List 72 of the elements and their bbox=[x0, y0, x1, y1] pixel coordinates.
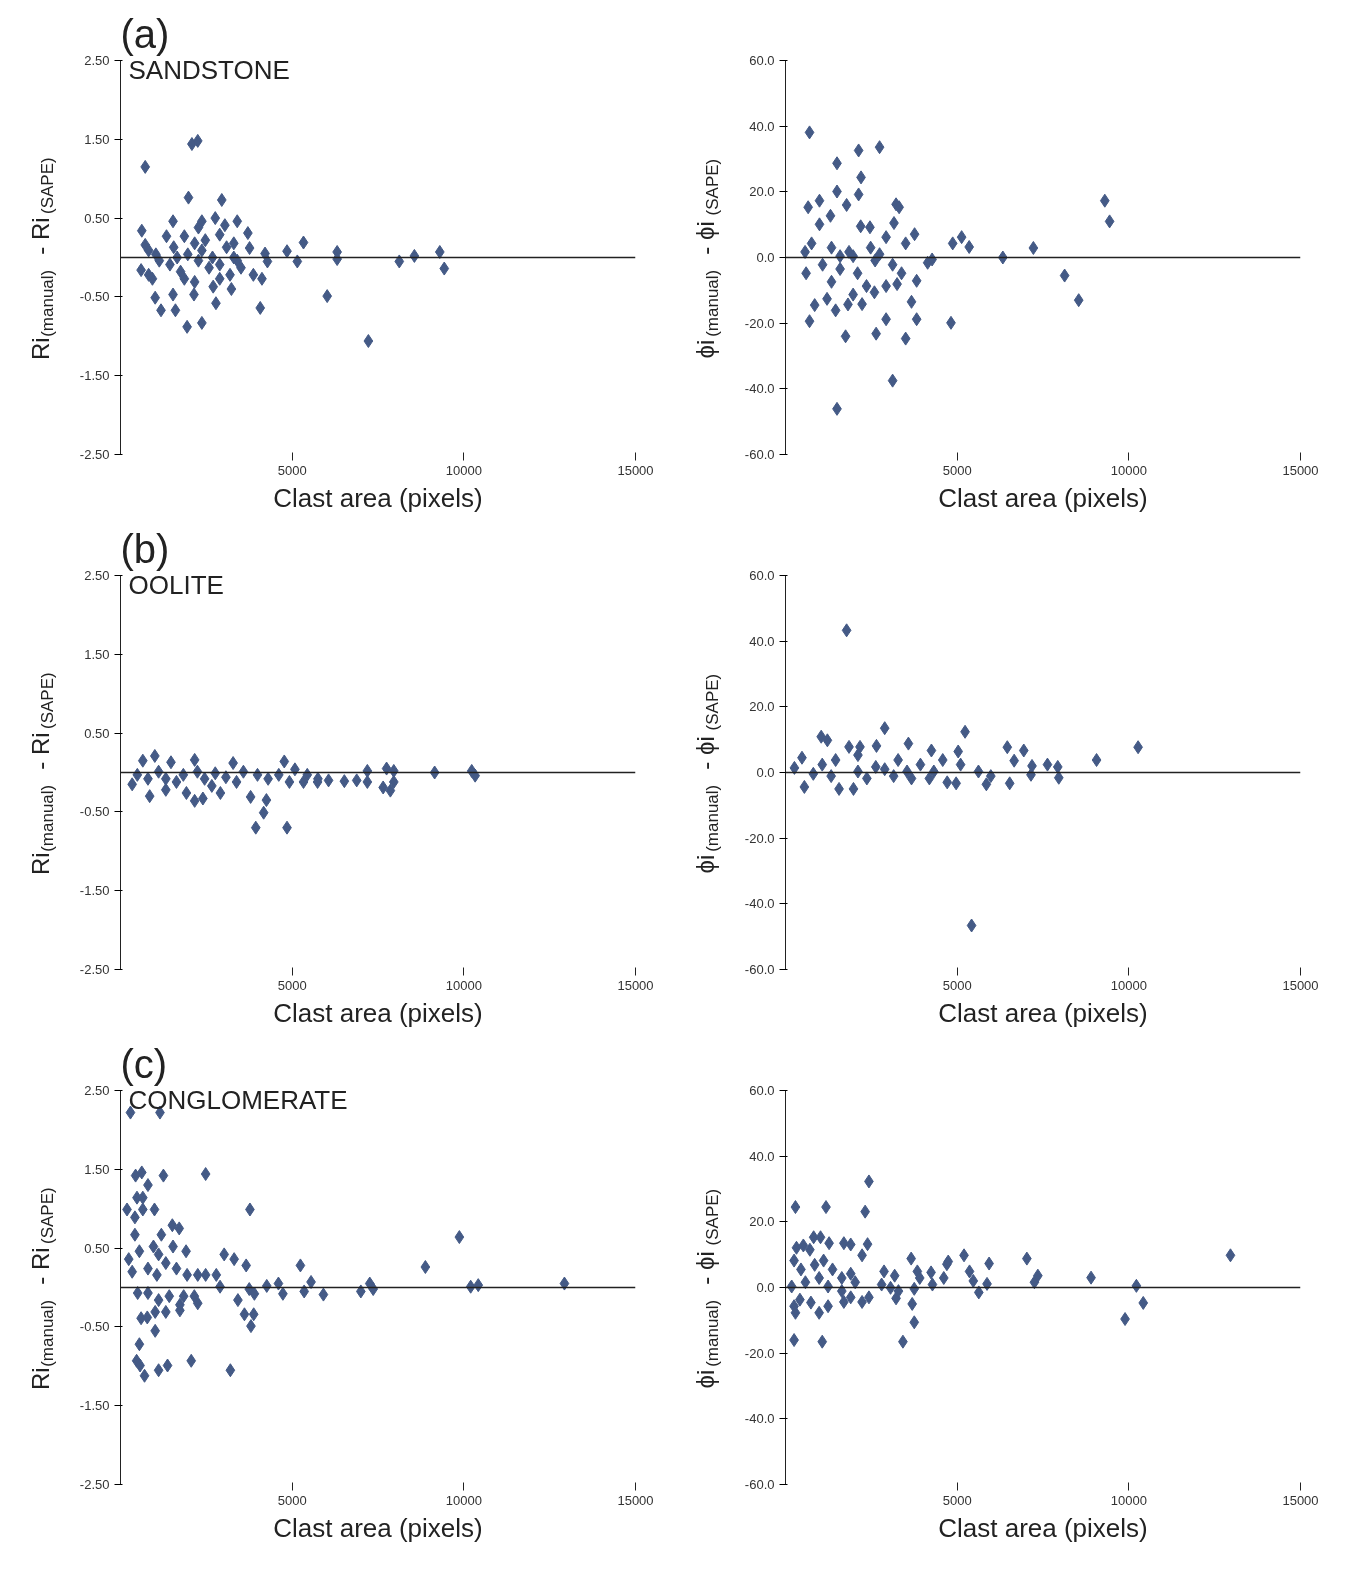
x-axis-title: Clast area (pixels) bbox=[273, 482, 483, 513]
x-tick-label: 15000 bbox=[1282, 462, 1319, 478]
x-axis-title: Clast area (pixels) bbox=[273, 1512, 483, 1543]
x-tick-label: 10000 bbox=[1110, 1492, 1147, 1508]
y-axis-title: Ri(manual) - Ri(SAPE) bbox=[27, 1187, 57, 1390]
y-tick-label: 2.50 bbox=[84, 568, 110, 583]
x-axis-title: Clast area (pixels) bbox=[938, 997, 1148, 1028]
y-tick-label: 60.0 bbox=[749, 53, 775, 68]
y-tick-label: -20.0 bbox=[744, 830, 775, 846]
y-tick-label: 60.0 bbox=[749, 1083, 775, 1098]
y-tick-label: -1.50 bbox=[79, 1398, 110, 1414]
y-tick-label: -60.0 bbox=[744, 1477, 775, 1492]
x-axis-title: Clast area (pixels) bbox=[938, 482, 1148, 513]
y-tick-label: -40.0 bbox=[744, 381, 775, 397]
x-tick-label: 15000 bbox=[1282, 1492, 1319, 1508]
y-tick-label: -2.50 bbox=[79, 1477, 110, 1492]
y-tick-label: 20.0 bbox=[749, 1214, 775, 1230]
y-tick-label: 0.0 bbox=[756, 250, 775, 265]
x-axis-title: Clast area (pixels) bbox=[938, 1512, 1148, 1543]
y-tick-label: 40.0 bbox=[749, 1148, 775, 1164]
y-tick-label: 0.0 bbox=[756, 765, 775, 780]
y-tick-label: -0.50 bbox=[79, 1319, 110, 1335]
y-tick-label: 0.50 bbox=[84, 210, 110, 226]
y-tick-label: 1.50 bbox=[84, 131, 110, 147]
x-tick-label: 10000 bbox=[1110, 462, 1147, 478]
y-tick-label: -2.50 bbox=[79, 447, 110, 462]
y-tick-label: -40.0 bbox=[744, 896, 775, 912]
x-tick-label: 5000 bbox=[942, 462, 972, 478]
x-tick-label: 15000 bbox=[617, 977, 654, 993]
y-tick-label: 60.0 bbox=[749, 568, 775, 583]
y-tick-label: 40.0 bbox=[749, 118, 775, 134]
x-tick-label: 10000 bbox=[445, 462, 482, 478]
y-tick-label: 1.50 bbox=[84, 646, 110, 662]
y-tick-label: -0.50 bbox=[79, 289, 110, 305]
x-tick-label: 5000 bbox=[942, 1492, 972, 1508]
y-axis-title: Ri(manual) - Ri(SAPE) bbox=[27, 672, 57, 875]
y-tick-label: -60.0 bbox=[744, 962, 775, 977]
chart-title: (c) bbox=[120, 1041, 168, 1086]
y-tick-label: -1.50 bbox=[79, 883, 110, 899]
x-tick-label: 5000 bbox=[277, 462, 307, 478]
chart-title: (a) bbox=[120, 11, 170, 56]
y-axis-title: ϕi(manual) - ϕi(SAPE) bbox=[692, 1188, 722, 1389]
y-tick-label: -20.0 bbox=[744, 1345, 775, 1361]
y-tick-label: 40.0 bbox=[749, 633, 775, 649]
y-tick-label: 1.50 bbox=[84, 1161, 110, 1177]
y-tick-label: -2.50 bbox=[79, 962, 110, 977]
x-tick-label: 15000 bbox=[617, 1492, 654, 1508]
x-tick-label: 15000 bbox=[617, 462, 654, 478]
y-tick-label: -0.50 bbox=[79, 804, 110, 820]
x-tick-label: 10000 bbox=[445, 977, 482, 993]
y-axis-title: ϕi(manual) - ϕi(SAPE) bbox=[692, 673, 722, 874]
y-tick-label: -1.50 bbox=[79, 368, 110, 384]
y-tick-label: -20.0 bbox=[744, 315, 775, 331]
y-tick-label: 2.50 bbox=[84, 1083, 110, 1098]
y-axis-title: ϕi(manual) - ϕi(SAPE) bbox=[692, 158, 722, 359]
y-axis-title: Ri(manual) - Ri(SAPE) bbox=[27, 157, 57, 360]
x-tick-label: 5000 bbox=[277, 1492, 307, 1508]
x-tick-label: 15000 bbox=[1282, 977, 1319, 993]
x-tick-label: 10000 bbox=[445, 1492, 482, 1508]
x-tick-label: 10000 bbox=[1110, 977, 1147, 993]
x-tick-label: 5000 bbox=[942, 977, 972, 993]
chart-title: (b) bbox=[120, 526, 170, 571]
y-tick-label: 0.50 bbox=[84, 725, 110, 741]
y-tick-label: 0.0 bbox=[756, 1280, 775, 1295]
y-tick-label: -60.0 bbox=[744, 447, 775, 462]
y-tick-label: 20.0 bbox=[749, 184, 775, 200]
y-tick-label: 20.0 bbox=[749, 699, 775, 715]
y-tick-label: 2.50 bbox=[84, 53, 110, 68]
x-axis-title: Clast area (pixels) bbox=[273, 997, 483, 1028]
y-tick-label: -40.0 bbox=[744, 1411, 775, 1427]
x-tick-label: 5000 bbox=[277, 977, 307, 993]
y-tick-label: 0.50 bbox=[84, 1240, 110, 1256]
